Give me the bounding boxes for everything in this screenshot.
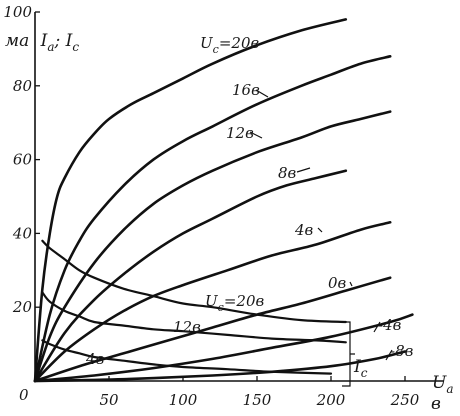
- y-axis-sep: ;: [54, 31, 66, 51]
- grid-current-name: I: [353, 357, 361, 377]
- grid-current-group-label: Ic: [353, 357, 368, 380]
- x-tick-label-50: 50: [99, 391, 119, 409]
- anode-leader-7: [385, 349, 393, 361]
- anode-curve-5: [33, 276, 392, 383]
- anode-curve-label-3: 8в: [278, 164, 297, 182]
- y-tick-label-40: 40: [12, 224, 33, 242]
- grid-curve-label-2: 4в: [85, 350, 105, 368]
- anode-leader-6: [373, 321, 381, 333]
- grid-curve-1: [41, 291, 347, 344]
- origin-label: 0: [19, 386, 29, 404]
- y-axis-ia: I: [40, 31, 48, 51]
- grid-curve-label-1: 12в: [173, 318, 201, 336]
- anode-curve-1: [33, 55, 392, 383]
- anode-curve-3: [33, 169, 348, 383]
- y-axis-ic-sub: c: [72, 40, 79, 54]
- x-tick-label-250: 250: [390, 391, 420, 409]
- x-tick-label-150: 150: [243, 391, 272, 409]
- anode-leader-5: [349, 281, 353, 287]
- grid-current-sub: c: [361, 366, 368, 380]
- anode-curve-label-4: 4в: [294, 221, 314, 239]
- anode-leader-2: [249, 131, 263, 139]
- anode-curve-4: [33, 221, 392, 383]
- x-tick-label-100: 100: [169, 391, 198, 409]
- anode-curve-6: [33, 313, 414, 383]
- anode-curve-label-2: 12в: [226, 124, 254, 142]
- y-axis-unit: ма: [5, 31, 29, 51]
- x-axis-name-sub: a: [446, 382, 453, 396]
- x-tick-label-200: 200: [316, 391, 346, 409]
- curves: [33, 18, 414, 383]
- grid-curve-2: [41, 339, 333, 375]
- y-axis-title: ма Ia; Ic: [5, 31, 79, 54]
- anode-curve-2: [33, 110, 392, 383]
- leaders: [249, 89, 393, 387]
- y-tick-label-20: 20: [12, 298, 33, 316]
- anode-curve-0: [33, 18, 348, 383]
- anode-leader-4: [317, 227, 323, 233]
- anode-curve-label-0: Uc=20в: [200, 34, 259, 56]
- anode-leader-1: [255, 89, 269, 98]
- y-axis-ic: I: [65, 31, 73, 51]
- anode-curve-label-6: -4в: [378, 316, 402, 334]
- ticks: 50 100 150 200 250 20 40 60 80 100: [3, 3, 419, 409]
- grid-curve-label-0: Uc=20в: [205, 292, 264, 314]
- grid-current-bracket: [342, 321, 355, 387]
- y-tick-label-100: 100: [3, 3, 32, 21]
- y-tick-label-60: 60: [13, 151, 33, 169]
- anode-leader-3: [296, 167, 311, 173]
- anode-curve-label-1: 16в: [232, 81, 260, 99]
- x-axis-title: Ua: [432, 373, 453, 396]
- x-axis-unit: в: [431, 394, 441, 414]
- x-axis-name: U: [432, 373, 447, 393]
- y-tick-label-80: 80: [13, 77, 33, 95]
- grid-curve-0: [41, 239, 347, 324]
- y-axis-ia-sub: a: [47, 40, 54, 54]
- anode-curve-label-5: 0в: [328, 274, 347, 292]
- anode-curve-label-7: -8в: [390, 342, 414, 360]
